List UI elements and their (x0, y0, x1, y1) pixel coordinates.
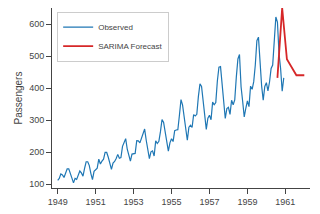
svg-text:100: 100 (29, 179, 44, 189)
svg-text:400: 400 (29, 83, 44, 93)
svg-text:SARIMA Forecast: SARIMA Forecast (98, 42, 162, 51)
svg-text:Observed: Observed (98, 23, 133, 32)
svg-text:1949: 1949 (48, 197, 68, 207)
svg-text:600: 600 (29, 19, 44, 29)
svg-text:300: 300 (29, 115, 44, 125)
svg-text:1957: 1957 (199, 197, 219, 207)
svg-text:200: 200 (29, 147, 44, 157)
svg-text:1953: 1953 (124, 197, 144, 207)
svg-text:1955: 1955 (161, 197, 181, 207)
svg-text:Passengers: Passengers (13, 72, 24, 125)
svg-text:1951: 1951 (86, 197, 106, 207)
svg-text:1961: 1961 (275, 197, 295, 207)
svg-text:1959: 1959 (237, 197, 257, 207)
svg-text:500: 500 (29, 51, 44, 61)
